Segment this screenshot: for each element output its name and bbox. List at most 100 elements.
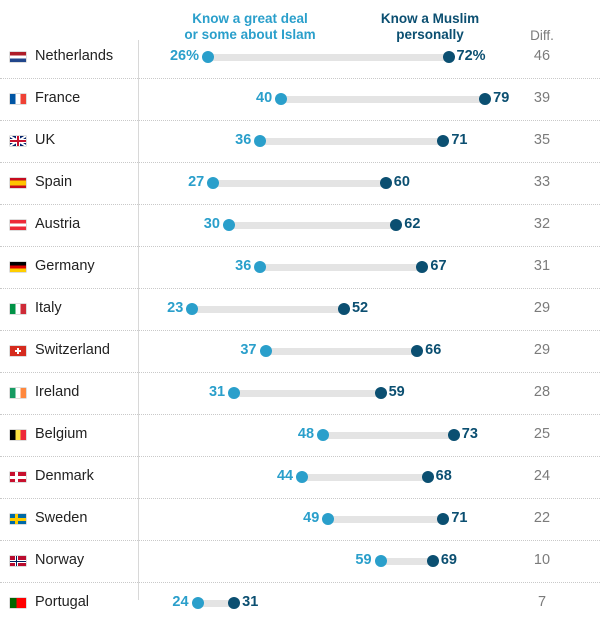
row-separator [0, 372, 600, 373]
row-spain: Spain 27 60 33 [0, 162, 600, 204]
know-islam-value: 31 [208, 384, 226, 400]
dot-plot: Netherlands 26% 72% 46 France 40 79 39 UK 36 71 35… [0, 48, 600, 610]
country-label: Ireland [35, 384, 80, 400]
range-bar [281, 96, 486, 103]
range-bar [234, 390, 381, 397]
know-muslim-value: 52 [351, 300, 369, 316]
diff-value: 31 [533, 258, 551, 274]
know-muslim-dot [379, 177, 392, 189]
sweden-flag-icon [10, 514, 26, 524]
row-austria: Austria 30 62 32 [0, 204, 600, 246]
range-bar [323, 432, 454, 439]
know-islam-value: 36 [235, 132, 252, 148]
row-portugal: Portugal 24 31 7 [0, 582, 600, 624]
range-bar [213, 180, 386, 187]
diff-value: 33 [533, 174, 551, 190]
diff-value: 32 [533, 216, 551, 232]
row-separator [0, 162, 600, 163]
row-switzerland: Switzerland 37 66 29 [0, 330, 600, 372]
row-separator [0, 582, 600, 583]
range-bar [302, 474, 428, 481]
diff-value: 7 [537, 594, 547, 610]
range-bar [192, 306, 344, 313]
row-germany: Germany 36 67 31 [0, 246, 600, 288]
know-muslim-value: 73 [461, 426, 478, 442]
row-uk: UK 36 71 35 [0, 120, 600, 162]
austria-flag-icon [10, 220, 26, 230]
germany-flag-icon [10, 262, 26, 272]
row-norway: Norway 59 69 10 [0, 540, 600, 582]
range-bar [228, 222, 397, 229]
country-label: Denmark [35, 468, 94, 484]
row-separator [0, 456, 600, 457]
row-sweden: Sweden 49 71 22 [0, 498, 600, 540]
know-islam-dot [201, 51, 214, 63]
ireland-flag-icon [10, 388, 26, 398]
row-france: France 40 79 39 [0, 78, 600, 120]
know-muslim-value: 60 [393, 174, 410, 190]
legend-know-islam: Know a great deal or some about Islam [184, 11, 316, 42]
know-islam-dot [191, 597, 204, 609]
know-muslim-dot [426, 555, 439, 567]
know-muslim-value: 69 [440, 552, 457, 568]
know-muslim-dot [411, 345, 424, 357]
row-separator [0, 246, 600, 247]
know-islam-value: 36 [235, 258, 252, 274]
know-islam-value: 59 [355, 552, 372, 568]
know-muslim-dot [374, 387, 387, 399]
know-islam-value: 37 [240, 342, 257, 358]
range-bar [328, 516, 444, 523]
diff-column-header: Diff. [530, 28, 554, 43]
row-separator [0, 78, 600, 79]
know-muslim-dot [437, 513, 450, 525]
row-italy: Italy 23 52 29 [0, 288, 600, 330]
country-label: France [35, 90, 81, 106]
country-label: Austria [35, 216, 81, 232]
diff-value: 46 [533, 48, 551, 64]
know-islam-value: 23 [167, 300, 184, 316]
know-muslim-value: 72% [456, 48, 486, 64]
range-bar [265, 348, 418, 355]
uk-flag-icon [10, 136, 26, 146]
know-muslim-dot [416, 261, 429, 273]
norway-flag-icon [10, 556, 26, 566]
know-islam-dot [296, 471, 309, 483]
know-muslim-dot [390, 219, 403, 231]
switzerland-flag-icon [10, 346, 26, 356]
country-label: Portugal [35, 594, 90, 610]
row-separator [0, 414, 600, 415]
legend-know-muslim: Know a Muslim personally [380, 11, 480, 42]
country-label: Germany [35, 258, 95, 274]
know-islam-dot [207, 177, 220, 189]
know-muslim-dot [228, 597, 241, 609]
know-islam-dot [317, 429, 330, 441]
range-bar [380, 558, 433, 565]
row-separator [0, 540, 600, 541]
know-islam-value: 30 [203, 216, 220, 232]
row-separator [0, 498, 600, 499]
belgium-flag-icon [10, 430, 26, 440]
diff-value: 24 [533, 468, 551, 484]
country-label: Italy [35, 300, 62, 316]
range-bar [260, 138, 444, 145]
know-islam-dot [254, 261, 267, 273]
know-muslim-dot [337, 303, 350, 315]
country-label: Netherlands [35, 48, 114, 64]
row-separator [0, 330, 600, 331]
know-muslim-value: 31 [242, 594, 259, 610]
country-label: Norway [35, 552, 85, 568]
range-bar [207, 54, 449, 61]
denmark-flag-icon [10, 472, 26, 482]
diff-value: 35 [533, 132, 551, 148]
know-muslim-value: 67 [430, 258, 447, 274]
know-muslim-value: 71 [451, 510, 468, 526]
know-islam-dot [374, 555, 387, 567]
axis-divider [138, 40, 139, 600]
spain-flag-icon [10, 178, 26, 188]
row-separator [0, 204, 600, 205]
know-muslim-dot [421, 471, 434, 483]
know-muslim-value: 59 [388, 384, 405, 400]
know-islam-value: 48 [297, 426, 315, 442]
know-islam-value: 27 [188, 174, 205, 190]
row-separator [0, 120, 600, 121]
